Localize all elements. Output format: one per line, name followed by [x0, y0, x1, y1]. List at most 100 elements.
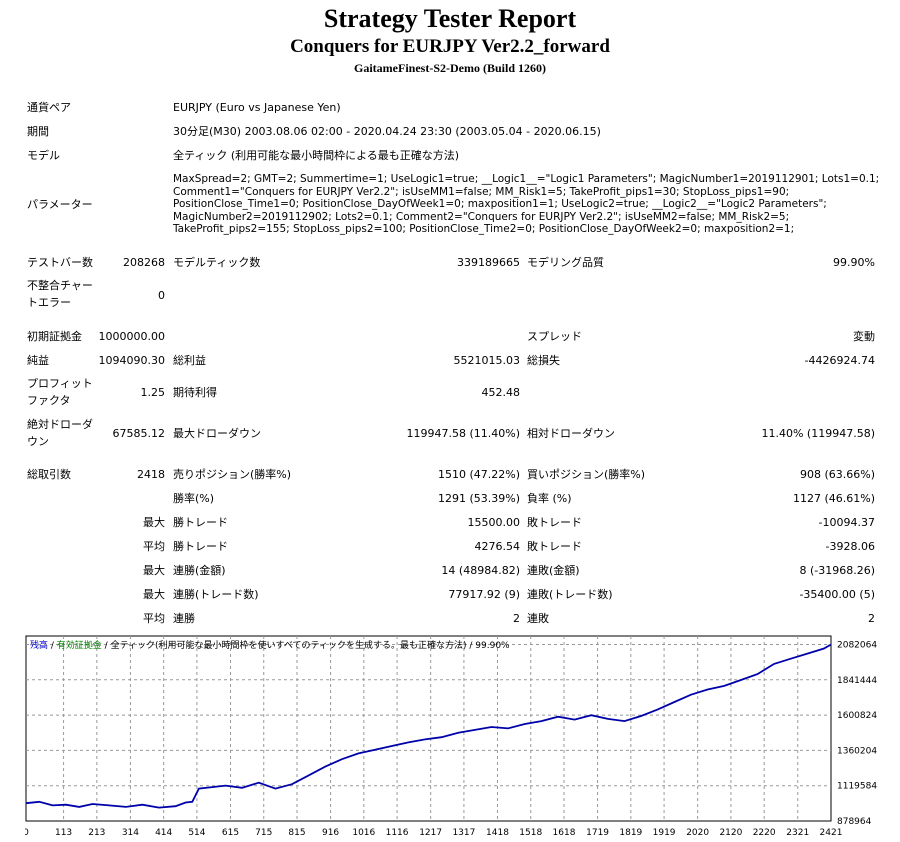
gross-loss-value: -4426924.74	[804, 354, 875, 367]
x-axis-labels: 0 113 213 314 414 514 615 715 815 916 1016 1116 1217…	[25, 828, 842, 838]
legend-quality: 99.90%	[475, 641, 510, 651]
x-tick-label: 213	[88, 828, 105, 838]
max-dd-value: 119947.58 (11.40%)	[406, 427, 520, 440]
model-label: モデル	[27, 149, 60, 162]
mismatch-label: 不整合チャー	[27, 279, 93, 292]
deposit-label: 初期証拠金	[27, 330, 82, 343]
x-tick-label: 715	[255, 828, 272, 838]
x-tick-label: 1819	[619, 828, 642, 838]
x-tick-label: 1016	[352, 828, 375, 838]
chart-grid	[26, 636, 831, 821]
balance-series-line	[25, 643, 832, 809]
net-label: 純益	[27, 354, 49, 367]
spread-value: 変動	[853, 330, 875, 343]
consec-loss-cnt-label: 連敗(トレード数)	[527, 588, 613, 601]
y-tick-label: 2082064	[837, 640, 877, 650]
x-tick-label: 1217	[419, 828, 442, 838]
loss-rate-value: 1127 (46.61%)	[792, 492, 875, 505]
consec-loss-amt-value: 8 (-31968.26)	[799, 564, 875, 577]
max-win-trade-value: 15500.00	[467, 516, 521, 529]
model-value: 全ティック (利用可能な最小時間枠による最も正確な方法)	[173, 149, 460, 162]
max-dd-label: 最大ドローダウン	[173, 427, 261, 440]
bars-value: 208268	[123, 256, 165, 269]
deposit-value: 1000000.00	[98, 330, 165, 343]
server-name: GaitameFinest-S2-Demo (Build 1260)	[354, 61, 546, 75]
period-label: 期間	[27, 125, 49, 138]
long-value: 908 (63.66%)	[799, 468, 875, 481]
report-subtitle: Conquers for EURJPY Ver2.2_forward	[290, 36, 610, 57]
x-tick-label: 2321	[786, 828, 809, 838]
avg-win-trade-value: 4276.54	[474, 540, 521, 553]
avg-loss-trade-label: 敗トレード	[527, 540, 582, 553]
abs-dd-value: 67585.12	[112, 427, 166, 440]
gross-loss-label: 総損失	[527, 354, 560, 367]
bars-label: テストバー数	[27, 256, 93, 269]
avg-win-streak-value: 2	[513, 612, 520, 625]
x-tick-label: 1919	[653, 828, 676, 838]
x-tick-label: 1618	[553, 828, 576, 838]
x-tick-label: 2020	[686, 828, 709, 838]
x-tick-label: 1719	[586, 828, 609, 838]
gross-profit-label: 総利益	[173, 354, 206, 367]
avg-loss-trade-value: -3928.06	[825, 540, 875, 553]
x-tick-label: 0	[25, 828, 29, 838]
consec-win-amt-value: 14 (48984.82)	[441, 564, 520, 577]
x-tick-label: 1418	[486, 828, 509, 838]
x-tick-label: 1116	[386, 828, 409, 838]
avg-loss-streak-label: 連敗	[527, 612, 549, 625]
legend-model: 全ティック(利用可能な最小時間枠を使いすべてのティックを生成する。最も正確な方法…	[111, 639, 467, 651]
x-tick-label: 2421	[820, 828, 843, 838]
x-tick-label: 1317	[452, 828, 475, 838]
x-tick-label: 916	[322, 828, 339, 838]
abs-dd-label: 絶対ドローダ	[27, 418, 93, 431]
pf-label-2: ファクタ	[27, 394, 71, 407]
y-tick-label: 1119584	[837, 782, 877, 792]
max-trade-prefix: 最大	[143, 516, 165, 529]
x-tick-label: 615	[222, 828, 239, 838]
y-tick-label: 878964	[837, 817, 872, 827]
trades-value: 2418	[137, 468, 165, 481]
consec-win-amt-label: 連勝(金額)	[173, 564, 226, 577]
gross-profit-value: 5521015.03	[453, 354, 520, 367]
chart-legend: 残高 / 有効証拠金 / 全ティック(利用可能な最小時間枠を使いすべてのティック…	[30, 639, 510, 651]
quality-value: 99.90%	[833, 256, 875, 269]
consec-loss-cnt-value: -35400.00 (5)	[799, 588, 875, 601]
trades-label: 総取引数	[27, 468, 71, 481]
consec-win-cnt-label: 連勝(トレード数)	[173, 588, 259, 601]
y-axis-labels: 878964 1119584 1360204 1600824 1841444 208206…	[837, 640, 877, 827]
short-value: 1510 (47.22%)	[437, 468, 520, 481]
pf-label: プロフィット	[27, 377, 93, 390]
rel-dd-value: 11.40% (119947.58)	[761, 427, 875, 440]
report-title: Strategy Tester Report	[323, 4, 577, 33]
y-tick-label: 1841444	[837, 676, 877, 686]
avg-loss-streak-value: 2	[868, 612, 875, 625]
legend-sep-1: /	[48, 641, 57, 651]
ticks-value: 339189665	[457, 256, 520, 269]
avg-streak-prefix: 平均	[143, 612, 165, 625]
consec-win-cnt-value: 77917.92 (9)	[448, 588, 520, 601]
consec-loss-amt-label: 連敗(金額)	[527, 564, 580, 577]
short-label: 売りポジション(勝率%)	[173, 468, 292, 481]
chart-plot-area	[25, 635, 832, 822]
quality-label: モデリング品質	[527, 256, 604, 269]
abs-dd-label-2: ウン	[27, 435, 49, 448]
x-tick-label: 414	[155, 828, 172, 838]
avg-trade-prefix: 平均	[143, 540, 165, 553]
pf-value: 1.25	[140, 386, 166, 399]
params-label: パラメーター	[27, 198, 93, 211]
pair-label: 通貨ペア	[27, 101, 71, 114]
legend-sep-2: /	[102, 641, 111, 651]
pair-value: EURJPY (Euro vs Japanese Yen)	[173, 101, 341, 114]
expected-value: 452.48	[481, 386, 521, 399]
mismatch-label-2: トエラー	[27, 296, 71, 309]
net-value: 1094090.30	[98, 354, 165, 367]
consec-amt-prefix: 最大	[143, 564, 165, 577]
x-tick-label: 2220	[753, 828, 776, 838]
win-rate-label: 勝率(%)	[173, 492, 215, 505]
long-label: 買いポジション(勝率%)	[527, 468, 646, 481]
avg-win-trade-label: 勝トレード	[173, 540, 228, 553]
x-tick-label: 2120	[719, 828, 742, 838]
period-value: 30分足(M30) 2003.08.06 02:00 - 2020.04.24 …	[173, 125, 601, 138]
x-tick-label: 113	[55, 828, 72, 838]
rel-dd-label: 相対ドローダウン	[527, 427, 615, 440]
